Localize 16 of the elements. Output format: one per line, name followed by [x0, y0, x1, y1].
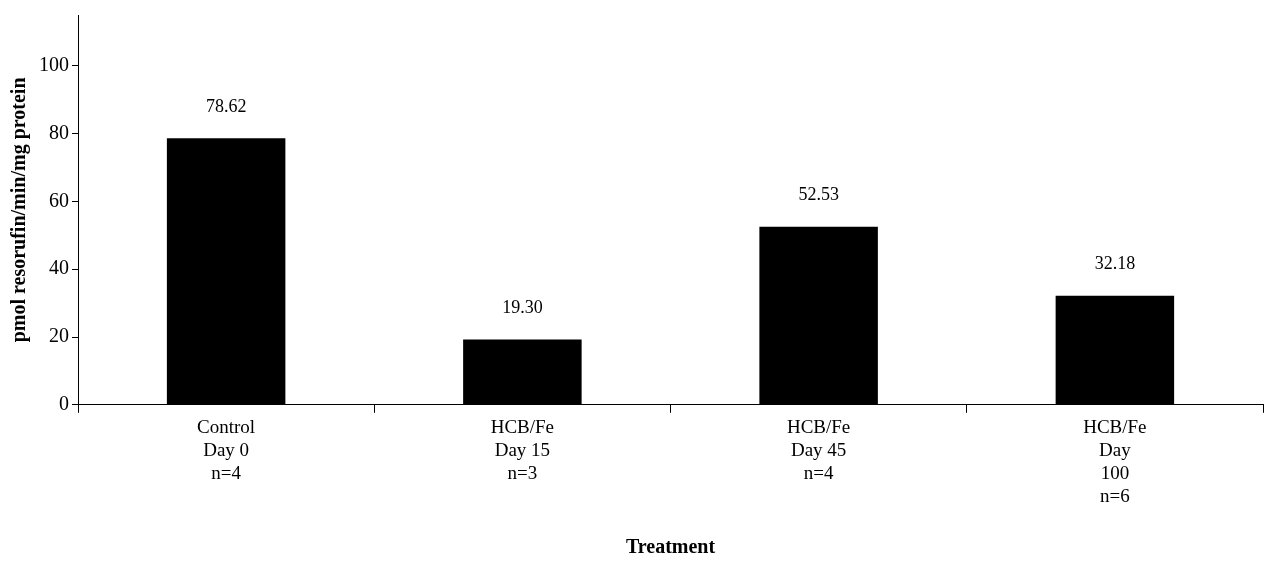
- y-tick-label: 20: [49, 324, 69, 347]
- data-label: 32.18: [1094, 253, 1136, 274]
- y-tick-label: 40: [49, 256, 69, 279]
- y-axis-title: pmol resorufin/min/mg protein: [7, 77, 31, 343]
- x-tick-label: HCB/Fe Day 45 n=4: [786, 416, 851, 483]
- data-label: 78.62: [205, 96, 247, 117]
- x-tick-label: HCB/Fe Day 15 n=3: [490, 416, 555, 483]
- y-tick-label: 0: [59, 392, 69, 415]
- y-tick-label: 80: [49, 120, 69, 143]
- x-tick-label: HCB/Fe Day 100 n=6: [1083, 416, 1147, 506]
- y-tick-label: 100: [39, 53, 69, 76]
- y-tick-label: 60: [49, 188, 69, 211]
- x-axis-title: Treatment: [625, 535, 716, 558]
- data-label: 52.53: [798, 184, 839, 205]
- x-tick-label: Control Day 0 n=4: [197, 416, 256, 483]
- data-label: 19.30: [502, 297, 543, 318]
